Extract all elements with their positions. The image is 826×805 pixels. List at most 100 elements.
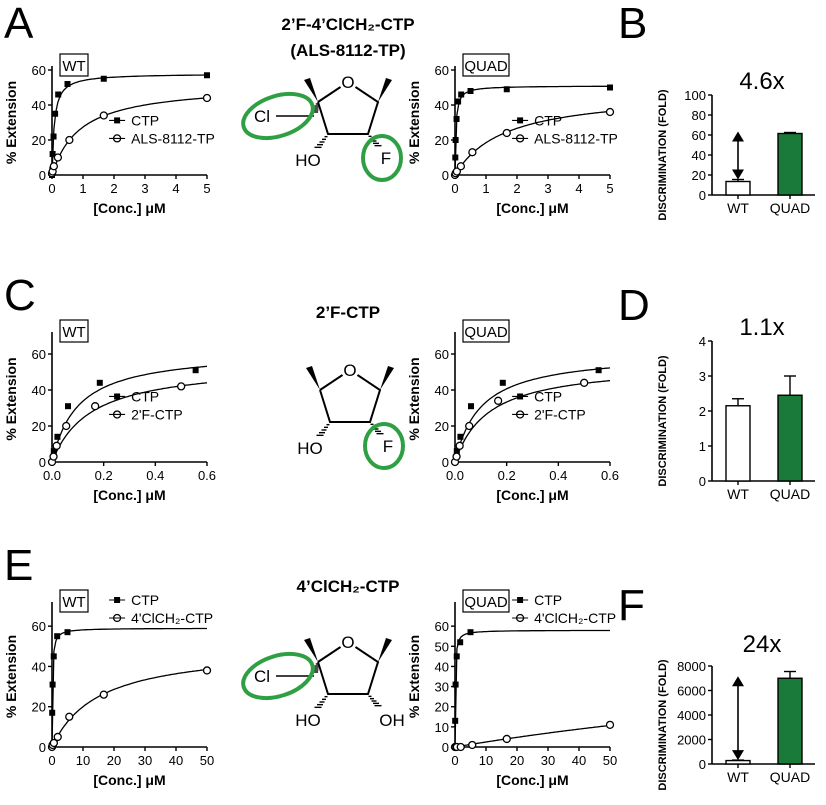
data-point bbox=[49, 709, 56, 716]
y-tick-label: 60 bbox=[435, 347, 449, 362]
y-tick-label: 50 bbox=[435, 639, 449, 654]
x-tick-label: 50 bbox=[200, 753, 214, 768]
legend-label: ALS-8112-TP bbox=[534, 130, 618, 146]
category-label: WT bbox=[727, 486, 749, 502]
y-tick-label: 0 bbox=[442, 168, 449, 183]
variant-box bbox=[462, 589, 510, 613]
data-point bbox=[204, 72, 210, 79]
data-point bbox=[468, 403, 475, 410]
x-axis-label: [Conc.] μM bbox=[93, 487, 165, 503]
data-point bbox=[452, 452, 461, 461]
data-point bbox=[177, 382, 186, 391]
fit-curve bbox=[454, 629, 610, 748]
panel-letter-right: D bbox=[618, 281, 650, 330]
category-label: QUAD bbox=[770, 769, 810, 785]
saturation-plot-wt: 0 20 40 60 0.0 0.2 0.4 0.6 [Conc.] μM % Extension… bbox=[3, 319, 216, 503]
hydroxyl-label: HO bbox=[295, 711, 321, 730]
panel-letter-right: F bbox=[618, 581, 645, 630]
x-tick-label: 3 bbox=[141, 181, 148, 196]
legend-label: ALS-8112-TP bbox=[131, 130, 215, 146]
y-tick-label: 40 bbox=[435, 383, 449, 398]
panel-letter-left: A bbox=[4, 0, 34, 48]
ring-oxygen-bg bbox=[339, 73, 357, 91]
ring-oxygen-bg bbox=[339, 633, 357, 651]
fluorine-label: F bbox=[381, 149, 391, 168]
fit-curve bbox=[51, 97, 208, 176]
data-point bbox=[468, 148, 477, 157]
data-point bbox=[580, 378, 589, 387]
y-axis-label: % Extension bbox=[3, 357, 19, 440]
category-label: WT bbox=[727, 200, 749, 216]
legend-label: CTP bbox=[131, 112, 159, 128]
y-tick-label: 2000 bbox=[677, 733, 706, 748]
data-point bbox=[96, 379, 103, 386]
variant-label: WT bbox=[62, 58, 85, 75]
y-tick-label: 40 bbox=[32, 98, 46, 113]
y-tick-label: 10 bbox=[435, 720, 449, 735]
y-tick-label: 0 bbox=[442, 455, 449, 470]
fit-curve bbox=[51, 74, 207, 176]
data-point bbox=[49, 162, 59, 171]
nucleoside-structure: O HO F Cl bbox=[241, 73, 403, 182]
bar bbox=[777, 394, 803, 482]
variant-box bbox=[462, 53, 510, 77]
data-point bbox=[100, 75, 107, 82]
x-tick-label: 0 bbox=[48, 181, 55, 196]
x-axis-label: [Conc.] μM bbox=[93, 200, 165, 216]
bar bbox=[725, 405, 751, 482]
data-point bbox=[452, 681, 459, 688]
legend-label: 4'ClCH₂-CTP bbox=[534, 610, 616, 626]
panel-letter-right: B bbox=[618, 0, 647, 48]
y-tick-label: 60 bbox=[32, 63, 46, 78]
data-point bbox=[457, 639, 464, 646]
x-tick-label: 3 bbox=[544, 181, 551, 196]
y-tick-label: 0 bbox=[699, 188, 706, 203]
bar bbox=[777, 677, 803, 765]
y-axis-label: % Extension bbox=[406, 81, 422, 164]
saturation-plot-quad: 0 20 40 60 0 1 2 3 4 5 [Conc.] μM % Extension QUAD CT… bbox=[406, 53, 618, 216]
legend-label: 2'F-CTP bbox=[131, 406, 183, 422]
data-point bbox=[202, 93, 212, 103]
y-tick-label: 60 bbox=[692, 128, 706, 143]
data-point bbox=[65, 403, 72, 410]
x-tick-label: 0.2 bbox=[95, 468, 113, 483]
highlight-ring-f bbox=[363, 422, 405, 470]
data-point bbox=[50, 653, 57, 660]
y-tick-label: 20 bbox=[435, 419, 449, 434]
data-point bbox=[65, 712, 74, 721]
discrimination-bar-chart: 0 20 40 60 80 100 DISCRIMINATION (FOLD) WT QUAD 4… bbox=[657, 68, 815, 221]
y-tick-label: 4000 bbox=[677, 708, 706, 723]
row-subtitle: (ALS-8112-TP) bbox=[290, 41, 405, 60]
data-point bbox=[457, 433, 464, 440]
x-tick-label: 50 bbox=[603, 753, 617, 768]
category-label: QUAD bbox=[770, 200, 810, 216]
data-point bbox=[468, 740, 477, 750]
wedge-bond bbox=[378, 638, 392, 662]
y-tick-label: 40 bbox=[435, 659, 449, 674]
variant-label: QUAD bbox=[464, 594, 508, 611]
data-point bbox=[595, 367, 602, 374]
category-label: WT bbox=[727, 769, 749, 785]
data-point bbox=[467, 88, 474, 94]
bar bbox=[725, 180, 751, 196]
nucleoside-structure: O HO F bbox=[297, 361, 405, 470]
x-tick-label: 0 bbox=[451, 181, 458, 196]
y-tick-label: 0 bbox=[699, 757, 706, 772]
x-tick-label: 30 bbox=[138, 753, 152, 768]
data-point bbox=[453, 116, 460, 122]
chlorine-label: Cl bbox=[254, 107, 270, 126]
hydroxyl-label: HO bbox=[295, 151, 321, 170]
bar bbox=[777, 132, 803, 196]
y-tick-label: 40 bbox=[692, 148, 706, 163]
x-tick-label: 30 bbox=[541, 753, 555, 768]
x-tick-label: 5 bbox=[203, 181, 210, 196]
chlorine-label: Cl bbox=[254, 667, 270, 686]
highlight-ring-cl bbox=[241, 91, 315, 141]
x-tick-label: 20 bbox=[107, 753, 121, 768]
data-point bbox=[50, 133, 57, 140]
y-tick-label: 0 bbox=[39, 168, 46, 183]
saturation-plot-wt: 0 20 40 60 0 1 2 3 4 5 [Conc.] μM % Extension WT CTP A… bbox=[3, 53, 215, 216]
fit-curve bbox=[454, 85, 610, 176]
data-point bbox=[49, 681, 56, 688]
data-point bbox=[456, 742, 465, 752]
